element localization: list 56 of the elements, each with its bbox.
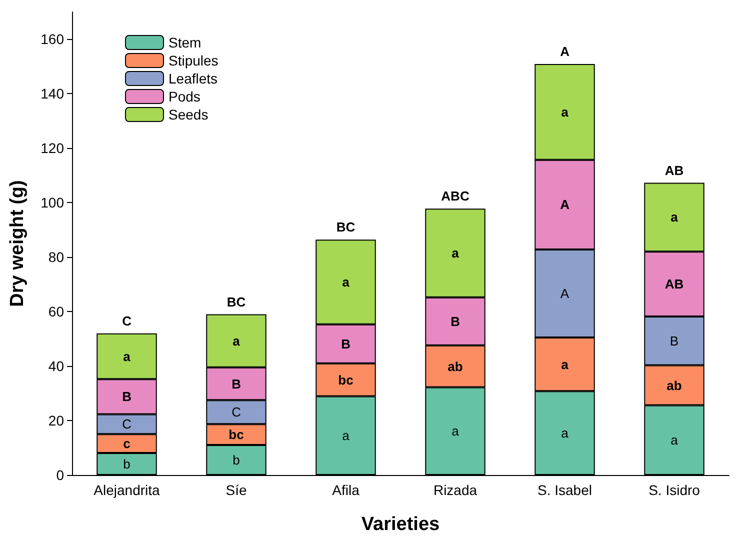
x-tick-label: Alejandrita xyxy=(94,482,160,498)
y-tick-label: 0 xyxy=(56,467,64,483)
data-label: AB xyxy=(664,276,684,292)
data-label: C xyxy=(122,416,132,432)
x-tick-label: S. Isidro xyxy=(648,482,700,498)
data-label: B xyxy=(341,336,350,352)
annotation: A xyxy=(560,44,570,60)
annotation: BC xyxy=(336,220,356,235)
y-tick-label: 40 xyxy=(48,358,64,374)
data-label: a xyxy=(342,428,350,444)
data-label: c xyxy=(123,436,130,452)
y-tick-label: 60 xyxy=(48,304,64,320)
y-tick-label: 160 xyxy=(40,31,64,48)
x-tick-label: Afila xyxy=(332,482,360,498)
legend-label: Pods xyxy=(168,88,200,104)
y-tick-label: 100 xyxy=(40,194,64,211)
annotation: AB xyxy=(664,162,684,178)
annotation: C xyxy=(122,313,132,328)
data-label: a xyxy=(123,348,132,364)
x-tick-label: Síe xyxy=(226,482,247,498)
data-label: b xyxy=(232,452,240,468)
data-label: A xyxy=(560,286,570,301)
y-tick-label: 80 xyxy=(48,249,64,266)
data-label: C xyxy=(232,404,241,420)
data-label: ab xyxy=(448,358,463,374)
data-label: A xyxy=(560,197,570,212)
data-label: a xyxy=(452,246,460,261)
data-label: a xyxy=(561,104,570,120)
x-tick-label: Rizada xyxy=(433,482,478,498)
y-axis-title: Dry weight (g) xyxy=(7,180,28,307)
data-label: a xyxy=(670,432,679,448)
data-label: a xyxy=(342,274,350,290)
data-label: a xyxy=(452,424,460,439)
data-label: a xyxy=(670,210,679,225)
data-label: a xyxy=(232,333,241,348)
data-label: B xyxy=(670,333,679,348)
data-label: a xyxy=(561,356,570,372)
annotation: BC xyxy=(226,294,246,310)
data-label: bc xyxy=(338,372,354,388)
annotation: ABC xyxy=(441,188,470,204)
data-label: B xyxy=(122,389,132,404)
legend-label: Stem xyxy=(168,34,202,50)
y-tick-label: 20 xyxy=(48,412,64,429)
data-label: a xyxy=(561,426,570,441)
x-tick-label: S. Isabel xyxy=(538,482,592,498)
y-tick-label: 140 xyxy=(40,86,64,102)
data-label: bc xyxy=(228,427,244,442)
legend-label: Leaflets xyxy=(168,70,218,86)
y-tick-label: 120 xyxy=(40,140,64,156)
legend-label: Stipules xyxy=(168,52,218,68)
legend-label: Seeds xyxy=(168,106,208,122)
data-label: ab xyxy=(666,378,682,393)
data-label: B xyxy=(232,376,241,392)
data-label: B xyxy=(450,314,460,329)
x-axis-title: Varieties xyxy=(361,514,440,535)
data-label: b xyxy=(123,456,130,472)
